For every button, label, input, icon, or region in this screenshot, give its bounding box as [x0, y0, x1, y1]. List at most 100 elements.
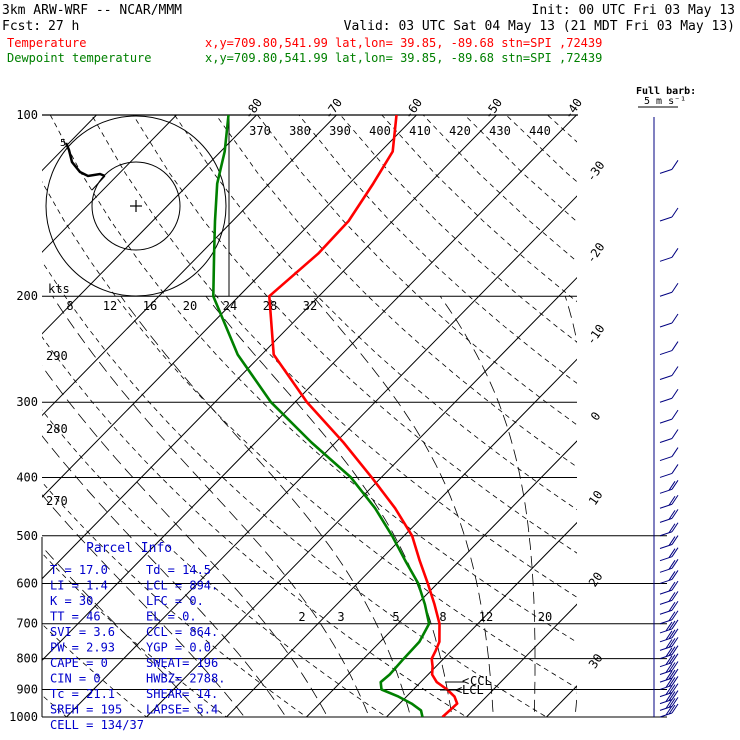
dry-adiabat-line: [340, 115, 577, 343]
wind-barb-flag: [668, 684, 676, 694]
pressure-tick-label: 800: [16, 652, 38, 666]
wind-barb-flag: [668, 481, 676, 491]
mixing-ratio-label: 5: [392, 610, 399, 624]
isotherm-label: 20: [586, 570, 606, 590]
hodograph-start-label: 5: [60, 138, 66, 149]
wind-barb-flag: [665, 630, 673, 641]
isotherm-line: [42, 115, 337, 417]
wind-barb: [659, 350, 673, 356]
parcel-info-rows: T = 17.0 Td = 14.5 LI = 1.4 LCL = 894. K = 3…: [50, 563, 225, 732]
isotherm-line: [0, 115, 16, 717]
hodograph-direction-tick: 440: [529, 124, 551, 138]
hodograph-direction-tick: 400: [369, 124, 391, 138]
wind-barb: [659, 216, 673, 222]
wind-barb-flag: [668, 662, 676, 672]
parcel-info-value: SREH = 195: [50, 703, 122, 717]
wind-barb-flag: [671, 447, 679, 457]
isotherm-line: [386, 521, 577, 717]
wind-barb-flag: [671, 690, 679, 700]
wind-barb-flag: [665, 692, 673, 702]
wind-barb-flag: [671, 610, 679, 621]
mixing-ratio-label: 12: [479, 610, 493, 624]
wind-barb: [659, 578, 673, 584]
wind-barb-flag: [671, 628, 679, 639]
dry-adiabat-line: [422, 115, 577, 263]
hodograph-storm-vector: [91, 175, 106, 191]
wind-barb-flag: [668, 669, 676, 680]
wind-barb-flag: [668, 698, 676, 708]
wind-barb: [659, 544, 673, 550]
wind-barb-flag: [671, 637, 679, 647]
dry-adiabat-line: [42, 260, 548, 717]
hodograph-speed-tick: 24: [223, 299, 237, 313]
isotherm-label: -10: [584, 322, 608, 348]
wind-barb: [659, 589, 673, 595]
hodograph: 5 kts 8 12 16 20 24 28 32 370 380 390 400 410 420 43…: [42, 114, 578, 508]
parcel-info-value: SVI = 3.6: [50, 625, 115, 639]
wind-barb-flag: [671, 703, 679, 714]
wind-barb-flag: [671, 248, 679, 258]
wind-barb-flag: [668, 646, 676, 656]
isotherm-label: -20: [584, 240, 608, 266]
wind-barb-flag: [671, 676, 679, 686]
dry-adiabat-line: [42, 623, 148, 717]
dry-adiabat-line: [42, 481, 308, 717]
parcel-info-value: Td = 14.5: [146, 563, 211, 577]
mixing-ratio-label: 2: [298, 610, 305, 624]
isotherm-line: [226, 358, 577, 717]
parcel-info-value: EL = 0.: [146, 610, 197, 624]
hodograph-direction-tick: 430: [489, 124, 511, 138]
dry-adiabat-line: [42, 181, 577, 689]
model-title: 3km ARW-WRF -- NCAR/MMM: [2, 3, 182, 18]
parcel-info-title: Parcel Info: [86, 541, 172, 556]
wind-barb-flag: [665, 685, 673, 695]
temperature-legend-label: Temperature: [7, 36, 86, 50]
temperature-profile: [268, 115, 459, 717]
mixing-ratio-label: 20: [538, 610, 552, 624]
parcel-info-value: HWBZ= 2788.: [146, 672, 225, 686]
dry-adiabat-line: [42, 336, 468, 717]
temperature-legend-info: x,y=709.80,541.99 lat,lon= 39.85, -89.68…: [205, 36, 602, 50]
isotherms: [0, 115, 577, 717]
wind-barb: [659, 418, 673, 424]
wind-barb-flag: [668, 571, 676, 581]
wind-barb-flag: [671, 388, 679, 399]
wind-barb-flag: [668, 560, 676, 570]
wind-barb-flag: [671, 429, 679, 439]
wind-barb-flag: [671, 464, 679, 474]
wind-barb: [659, 291, 673, 297]
wind-barb-flag: [668, 592, 676, 602]
mixing-ratio-label: 3: [337, 610, 344, 624]
dewpoint-profile: [212, 115, 431, 717]
moist-adiabat-line: [42, 435, 287, 717]
moist-adiabat-line: [120, 295, 412, 717]
isotherm-label: -30: [584, 158, 608, 184]
isotherm-label: 30: [586, 651, 606, 671]
wind-barb-flag: [668, 629, 676, 640]
wind-barb-flag: [671, 683, 679, 693]
wind-barb: [659, 456, 673, 462]
pressure-tick-label: 300: [16, 395, 38, 409]
isotherm-line: [42, 115, 257, 335]
parcel-info-value: Tc = 21.1: [50, 687, 115, 701]
wind-barb-flag: [671, 509, 679, 519]
parcel-info-value: CIN = 0: [50, 672, 101, 686]
ccl-label: CCL: [470, 674, 492, 688]
wind-barb: [659, 503, 673, 509]
hodograph-direction-tick: 410: [409, 124, 431, 138]
pressure-tick-label: 100: [16, 108, 38, 122]
wind-barb-flag: [671, 480, 679, 490]
wind-barb-flag: [665, 621, 673, 632]
wind-barb-flag: [671, 366, 679, 376]
dry-adiabat-line: [174, 115, 577, 511]
wind-barb-flag: [668, 601, 676, 612]
wind-barb-flag: [671, 547, 679, 557]
isotherm-line: [42, 115, 177, 253]
wind-barb-flag: [671, 559, 679, 569]
wind-barb: [659, 472, 673, 478]
hodograph-outer-ring: [45, 115, 227, 297]
wind-barb-flag: [668, 620, 676, 631]
hodograph-side-tick: 290: [46, 349, 68, 363]
hodograph-direction-tick: 380: [289, 124, 311, 138]
dewpoint-legend-label: Dewpoint temperature: [7, 51, 152, 65]
